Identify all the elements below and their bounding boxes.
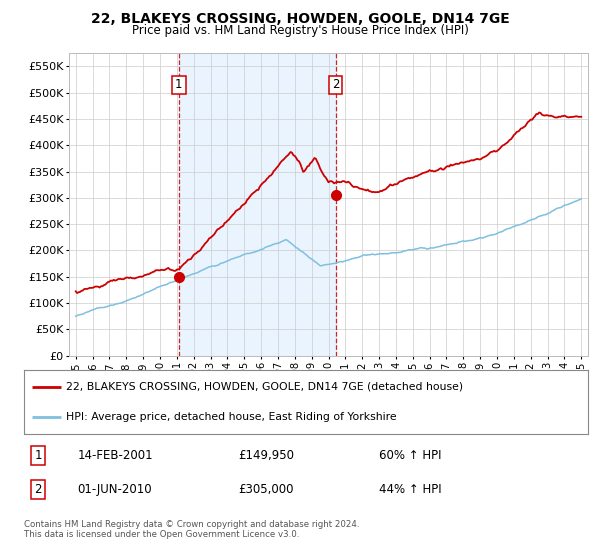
Text: Price paid vs. HM Land Registry's House Price Index (HPI): Price paid vs. HM Land Registry's House …: [131, 24, 469, 37]
Text: £149,950: £149,950: [238, 449, 295, 462]
Text: 2: 2: [34, 483, 42, 496]
Text: 2: 2: [332, 78, 340, 91]
Text: HPI: Average price, detached house, East Riding of Yorkshire: HPI: Average price, detached house, East…: [66, 412, 397, 422]
Text: 01-JUN-2010: 01-JUN-2010: [77, 483, 152, 496]
Text: 1: 1: [34, 449, 42, 462]
Text: 60% ↑ HPI: 60% ↑ HPI: [379, 449, 442, 462]
Text: £305,000: £305,000: [238, 483, 294, 496]
Text: 1: 1: [175, 78, 182, 91]
Text: 14-FEB-2001: 14-FEB-2001: [77, 449, 153, 462]
Text: 22, BLAKEYS CROSSING, HOWDEN, GOOLE, DN14 7GE (detached house): 22, BLAKEYS CROSSING, HOWDEN, GOOLE, DN1…: [66, 382, 463, 392]
Bar: [179, 53, 335, 356]
Text: Contains HM Land Registry data © Crown copyright and database right 2024.
This d: Contains HM Land Registry data © Crown c…: [24, 520, 359, 539]
Text: 44% ↑ HPI: 44% ↑ HPI: [379, 483, 442, 496]
Text: 22, BLAKEYS CROSSING, HOWDEN, GOOLE, DN14 7GE: 22, BLAKEYS CROSSING, HOWDEN, GOOLE, DN1…: [91, 12, 509, 26]
